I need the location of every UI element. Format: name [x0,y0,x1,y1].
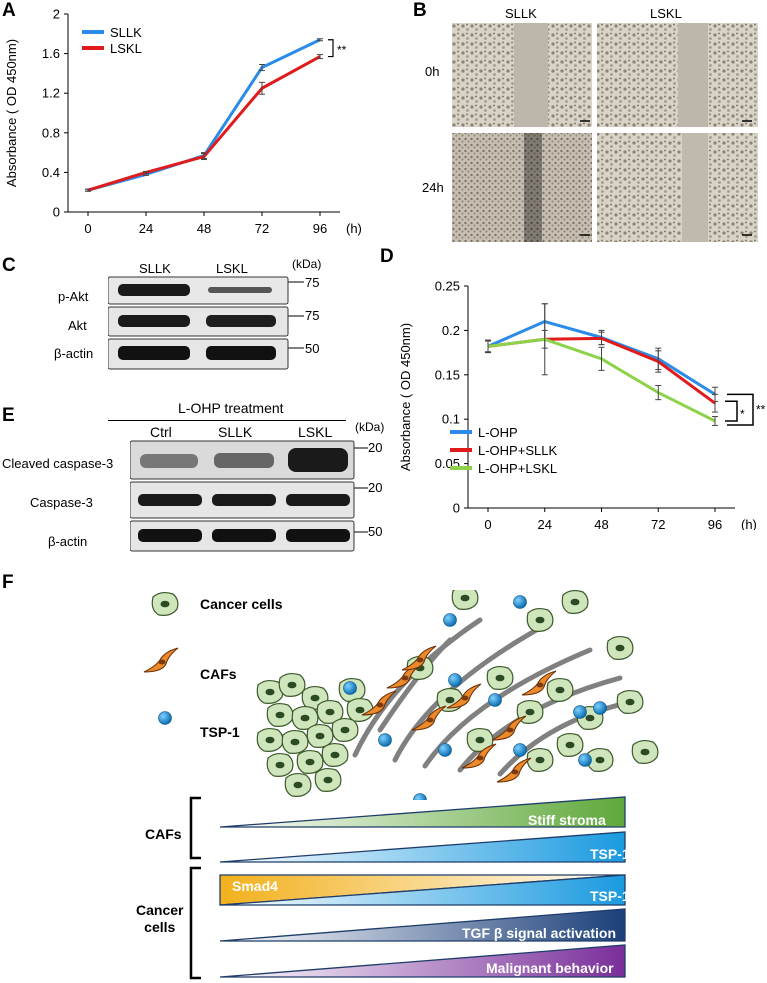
legend-cancer-cell-icon [151,591,179,617]
x-tick-label: 72 [255,221,269,236]
y-tick-label: 0.4 [42,165,60,180]
chart-d: 00.050.10.150.20.250 24 48 72 96 (h)Absorbanc… [398,279,766,531]
legend-caf-icon [143,647,179,673]
significance-bracket [725,400,738,422]
bar-cancer-tsp1 [219,874,626,906]
blot-e-marker-20a: 20 [368,440,383,455]
blot-c-row-pakt: p-Akt [58,289,89,304]
micro-col-sllk: SLLK [505,6,537,21]
blot-c-marker-75a: 75 [305,275,320,290]
y-axis-label: Absorbance ( OD 450nm) [398,323,413,471]
y-axis-label: Absorbance ( OD 450nm) [4,39,19,187]
bar-stiff-stroma [219,796,626,828]
x-unit-label: (h) [346,221,362,236]
blot-e-marker-20b: 20 [368,480,383,495]
bar-caf-tsp1 [219,831,626,863]
group-brackets [189,796,201,980]
group-cancer-cells-label: Cancer cells [136,902,184,935]
significance-bracket [328,39,334,58]
legend-label: LSKL [110,41,142,56]
legend-cancer-cells-label: Cancer cells [200,596,283,612]
micro-row-0h: 0h [425,64,440,79]
x-tick-label: 96 [708,517,722,530]
y-tick-label: 0.8 [42,125,60,140]
micrograph-grid [452,23,758,242]
blot-e-col-ctrl: Ctrl [150,424,172,440]
gradient-bars [219,796,626,978]
blot-e-col-lskl: LSKL [298,424,333,440]
blot-e-kda: (kDa) [355,420,385,434]
y-tick-label: 1.2 [42,86,60,101]
blot-e-row-bactin: β-actin [48,534,88,549]
bar-label-smad4: Smad4 [232,878,278,894]
panel-label-d: D [380,246,394,267]
significance-bracket [727,393,754,426]
x-tick-label: 24 [139,221,153,236]
legend-tsp1-label: TSP-1 [200,724,240,740]
bar-label-tsp1-b: TSP-1 [590,888,630,904]
blot-c [108,276,304,370]
y-tick-label: 0 [453,501,460,516]
legend-label: L-OHP+LSKL [478,461,557,476]
y-tick-label: 2 [53,7,60,22]
y-tick-label: 0.25 [435,279,460,294]
blot-c-marker-75b: 75 [305,308,320,323]
significance-mark: ** [337,43,347,57]
y-tick-label: 0.2 [442,323,460,338]
panel-label-e: E [2,405,15,426]
blot-c-kda: (kDa) [292,257,322,271]
blot-c-row-akt: Akt [68,318,87,333]
significance-mark: ** [756,403,766,417]
panel-label-c: C [2,255,16,276]
x-tick-label: 24 [538,517,552,530]
x-tick-label: 0 [84,221,91,236]
panel-label-f: F [2,572,14,593]
x-tick-label: 96 [313,221,327,236]
series-line [87,38,321,192]
legend-label: L-OHP+SLLK [478,443,557,458]
x-tick-label: 48 [197,221,211,236]
x-tick-label: 0 [484,517,491,530]
y-tick-label: 0.15 [435,367,460,382]
chart-a: 0 0.4 0.8 1.2 1.6 2 0 24 48 72 96 (h) Absorbance ( O… [4,7,362,237]
legend-cafs-label: CAFs [200,666,237,682]
micro-col-lskl: LSKL [650,6,682,21]
blot-c-col-sllk: SLLK [139,261,171,276]
bar-tgf [219,908,626,942]
y-tick-label: 1.6 [42,46,60,61]
blot-c-row-bactin: β-actin [54,346,94,361]
bar-label-tgf: TGF β signal activation [462,925,617,941]
blot-e-row-casp3: Caspase-3 [30,495,93,510]
blot-c-col-lskl: LSKL [216,261,248,276]
x-unit-label: (h) [741,517,757,530]
blot-e-col-sllk: SLLK [218,424,253,440]
significance-mark: * [740,407,745,421]
legend-label: L-OHP [478,425,518,440]
bar-label-malignant: Malignant behavior [486,960,614,976]
x-tick-label: 48 [594,517,608,530]
y-tick-label: 0.1 [442,412,460,427]
bar-label-stiff-stroma: Stiff stroma [528,812,606,828]
series-line [87,55,321,192]
treatment-line [108,420,346,421]
y-tick-label: 0 [53,205,60,220]
x-tick-label: 72 [651,517,665,530]
legend-label: SLLK [110,25,142,40]
bar-label-tsp1-a: TSP-1 [590,846,630,862]
blot-e [130,440,368,552]
blot-e-row-cleaved: Cleaved caspase-3 [2,456,114,471]
panel-label-a: A [2,0,16,21]
schematic-illustration [143,590,659,800]
blot-e-treatment: L-OHP treatment [178,400,284,416]
panel-label-b: B [413,0,427,21]
bar-malignant [219,944,626,978]
blot-e-marker-50: 50 [368,524,383,539]
group-cafs-label: CAFs [145,826,182,842]
legend-tsp-icon [158,711,172,725]
micro-row-24h: 24h [422,180,444,195]
blot-c-marker-50: 50 [305,341,320,356]
